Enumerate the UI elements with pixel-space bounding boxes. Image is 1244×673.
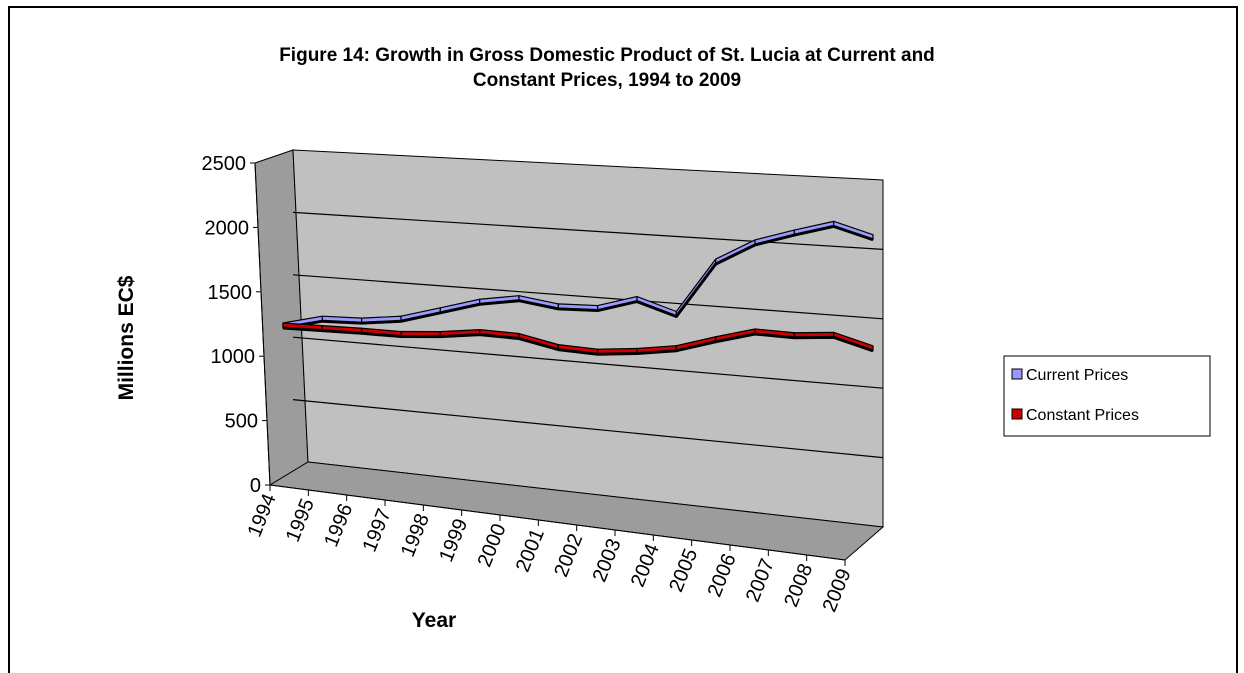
gridline-1500 (292, 274, 884, 320)
chart-title: Figure 14: Growth in Gross Domestic Prod… (279, 45, 935, 91)
y-tick-label-500: 500 (225, 411, 258, 433)
x-tick-label-1999: 1999 (435, 516, 472, 566)
x-tick-label-2002: 2002 (550, 531, 587, 581)
y-tick-label-1500: 1500 (208, 282, 253, 304)
y-axis-title: Millions EC$ (115, 275, 138, 400)
chart-title-line-1: Figure 14: Growth in Gross Domestic Prod… (279, 45, 935, 66)
x-tick-label-2003: 2003 (589, 536, 626, 586)
x-tick-label-2000: 2000 (474, 521, 511, 571)
series-line (282, 326, 874, 356)
x-axis-line (269, 484, 846, 561)
y-tick-label-2500: 2500 (202, 153, 247, 175)
x-tick-label-1994: 1994 (244, 491, 281, 541)
legend-box (1003, 355, 1211, 437)
x-tick-label-1997: 1997 (359, 506, 396, 556)
y-axis-ticks: 0 500 1000 1500 2000 2500 (202, 153, 270, 497)
series-constant-prices (282, 322, 874, 356)
series-layer (282, 220, 874, 356)
y-axis-line (254, 162, 271, 486)
x-tick-label-2006: 2006 (704, 551, 741, 601)
legend-label-constant-prices: Constant Prices (1026, 407, 1139, 424)
x-tick-label-2007: 2007 (742, 556, 779, 606)
x-tick-label-1996: 1996 (320, 501, 357, 551)
chart-frame (8, 6, 1238, 673)
legend-swatch-constant-prices (1011, 408, 1023, 420)
gridline-2000 (292, 211, 884, 250)
legend-label-current-prices: Current Prices (1026, 367, 1128, 384)
x-tick-label-2008: 2008 (780, 561, 817, 611)
gridlines (292, 211, 884, 459)
x-tick-label-2001: 2001 (512, 526, 549, 576)
series-line (282, 224, 874, 330)
x-tick-label-2009: 2009 (819, 566, 856, 616)
legend-swatch-current-prices (1011, 368, 1023, 380)
gridline-1000 (292, 336, 884, 389)
gridline-500 (292, 399, 884, 459)
y-tick-label-1000: 1000 (211, 346, 256, 368)
chart-title-line-2: Constant Prices, 1994 to 2009 (473, 70, 741, 91)
y-tick-label-2000: 2000 (205, 217, 250, 239)
x-axis-title: Year (412, 609, 456, 632)
x-tick-label-1995: 1995 (282, 496, 319, 546)
y-tick-label-0: 0 (250, 475, 261, 497)
legend: Current Prices Constant Prices (1003, 355, 1211, 437)
x-tick-label-2004: 2004 (627, 541, 664, 591)
x-tick-label-2005: 2005 (665, 546, 702, 596)
x-tick-label-1998: 1998 (397, 511, 434, 561)
